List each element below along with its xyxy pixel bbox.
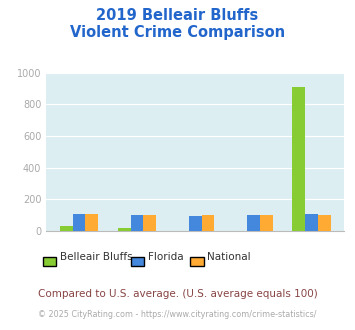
Bar	[143, 215, 156, 231]
Text: 2019 Belleair Bluffs: 2019 Belleair Bluffs	[96, 8, 259, 23]
Bar	[189, 216, 202, 231]
Text: © 2025 CityRating.com - https://www.cityrating.com/crime-statistics/: © 2025 CityRating.com - https://www.city…	[38, 310, 317, 319]
Bar	[72, 214, 85, 231]
Bar	[260, 215, 273, 231]
Bar	[305, 214, 318, 231]
Bar	[131, 214, 143, 231]
Bar	[85, 214, 98, 231]
Bar	[293, 87, 305, 231]
Text: Belleair Bluffs: Belleair Bluffs	[60, 252, 132, 262]
Text: Florida: Florida	[148, 252, 183, 262]
Bar	[202, 214, 214, 231]
Bar	[247, 215, 260, 231]
Text: National: National	[207, 252, 251, 262]
Bar	[318, 215, 331, 231]
Text: Violent Crime Comparison: Violent Crime Comparison	[70, 25, 285, 40]
Bar	[60, 226, 72, 231]
Text: Compared to U.S. average. (U.S. average equals 100): Compared to U.S. average. (U.S. average …	[38, 289, 317, 299]
Bar	[118, 228, 131, 231]
